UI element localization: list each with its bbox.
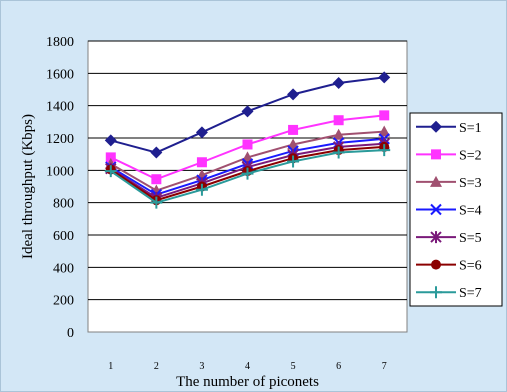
legend-label: S=7	[459, 286, 482, 301]
legend: S=1 S=2 S=3 S=4 S=5 S=6 S=7	[409, 112, 503, 307]
legend-label: S=1	[459, 121, 482, 136]
x-axis-ticks: 1 2 3 4 5 6 7	[108, 361, 386, 372]
y-tick-label: 1800	[46, 35, 74, 50]
data-point	[333, 115, 344, 126]
legend-marker	[430, 286, 442, 299]
x-axis-label: The number of piconets	[176, 374, 319, 390]
series-7	[104, 144, 391, 209]
data-point	[105, 152, 116, 163]
legend-item: S=5	[416, 231, 482, 246]
data-point	[104, 165, 117, 178]
data-point	[196, 157, 207, 168]
y-axis-ticks: 0 200 400 600 800 1000 1200 1400 1600 1800	[46, 35, 74, 341]
data-point	[242, 139, 253, 150]
legend-item: S=2	[416, 148, 482, 163]
legend-marker	[430, 203, 442, 216]
data-point	[378, 71, 391, 84]
legend-item: S=6	[416, 259, 482, 274]
series-2	[105, 110, 390, 185]
x-tick-label: 5	[291, 361, 296, 372]
x-tick-label: 4	[245, 361, 250, 372]
data-point	[379, 110, 390, 121]
y-tick-label: 800	[53, 197, 74, 212]
y-axis-label: Ideal throughput (Kbps)	[20, 114, 36, 259]
x-tick-label: 3	[199, 361, 204, 372]
data-point	[241, 167, 254, 180]
data-point	[332, 128, 345, 140]
x-tick-label: 6	[336, 361, 341, 372]
legend-item: S=3	[416, 175, 482, 191]
x-tick-label: 7	[382, 361, 387, 372]
legend-label: S=4	[459, 204, 482, 219]
data-point	[288, 124, 299, 135]
data-point	[378, 125, 391, 137]
data-point	[332, 146, 345, 159]
legend-label: S=5	[459, 231, 482, 246]
data-point	[332, 77, 345, 90]
legend-label: S=3	[459, 176, 482, 191]
y-tick-label: 1400	[46, 100, 74, 115]
data-point	[150, 146, 163, 159]
y-tick-label: 400	[53, 261, 74, 276]
x-tick-label: 1	[108, 361, 113, 372]
data-point	[378, 144, 391, 157]
legend-item: S=1	[416, 120, 482, 136]
data-point	[150, 196, 163, 209]
y-tick-label: 0	[67, 326, 74, 341]
series-layer	[104, 71, 391, 209]
legend-marker	[430, 120, 442, 133]
data-point	[241, 105, 254, 118]
data-point	[287, 88, 300, 101]
y-tick-label: 200	[53, 294, 74, 309]
y-tick-label: 600	[53, 229, 74, 244]
series-1	[104, 71, 391, 159]
gridlines	[88, 40, 407, 301]
data-point	[151, 174, 162, 185]
data-point	[195, 126, 208, 139]
legend-marker	[431, 149, 441, 160]
legend-marker	[431, 259, 441, 270]
data-point	[287, 155, 300, 168]
data-point	[104, 134, 117, 147]
legend-label: S=2	[459, 148, 482, 163]
y-tick-label: 1200	[46, 132, 74, 147]
legend-label: S=6	[459, 259, 482, 274]
legend-marker	[430, 175, 442, 187]
legend-item: S=4	[416, 204, 482, 219]
data-point	[195, 183, 208, 196]
y-tick-label: 1000	[46, 164, 74, 179]
y-tick-label: 1600	[46, 67, 74, 82]
x-tick-label: 2	[154, 361, 159, 372]
legend-marker	[430, 231, 442, 244]
legend-item: S=7	[416, 286, 482, 301]
